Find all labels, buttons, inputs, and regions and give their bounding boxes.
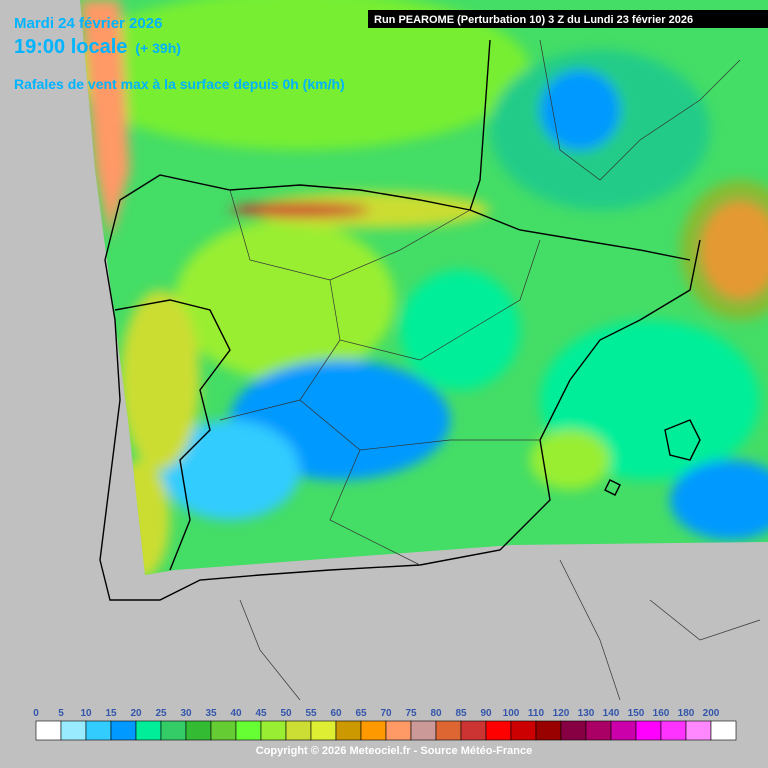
legend-label: 130 xyxy=(578,708,595,719)
borders xyxy=(99,39,701,601)
date: Mardi 24 février 2026 xyxy=(14,15,162,32)
legend-label: 160 xyxy=(653,708,670,719)
run-box xyxy=(368,10,768,28)
legend-label: 10 xyxy=(80,708,92,719)
run-info: Run PEAROME (Perturbation 10) 3 Z du Lun… xyxy=(374,14,693,26)
legend-label: 80 xyxy=(430,708,442,719)
legend-label: 200 xyxy=(703,708,720,719)
copyright: Copyright © 2026 Meteociel.fr - Source M… xyxy=(256,745,532,757)
legend-swatch xyxy=(660,720,687,741)
legend-swatch xyxy=(410,720,437,741)
legend-swatch xyxy=(460,720,487,741)
legend-label: 90 xyxy=(480,708,492,719)
legend-label: 25 xyxy=(155,708,167,719)
legend-swatch xyxy=(210,720,237,741)
legend-swatch xyxy=(310,720,337,741)
legend-swatch xyxy=(235,720,262,741)
legend-label: 150 xyxy=(628,708,645,719)
legend-swatch xyxy=(585,720,612,741)
legend-swatch xyxy=(185,720,212,741)
legend-label: 180 xyxy=(678,708,695,719)
legend-swatch xyxy=(435,720,462,741)
legend-swatch xyxy=(35,720,62,741)
legend-swatch xyxy=(710,720,737,741)
legend-label: 100 xyxy=(503,708,520,719)
legend-label: 15 xyxy=(105,708,117,719)
legend-label: 140 xyxy=(603,708,620,719)
legend-label: 5 xyxy=(58,708,64,719)
legend-label: 40 xyxy=(230,708,242,719)
legend-swatch xyxy=(635,720,662,741)
legend-swatch xyxy=(610,720,637,741)
legend-label: 110 xyxy=(528,708,545,719)
legend-swatch xyxy=(510,720,537,741)
regions xyxy=(219,39,761,701)
legend-label: 85 xyxy=(455,708,467,719)
legend-swatch xyxy=(335,720,362,741)
legend-label: 120 xyxy=(553,708,570,719)
legend-label: 20 xyxy=(130,708,142,719)
legend-swatch xyxy=(60,720,87,741)
legend-swatch xyxy=(85,720,112,741)
legend-swatch xyxy=(260,720,287,741)
time-value: 19:00 locale xyxy=(14,36,127,58)
legend-label: 60 xyxy=(330,708,342,719)
legend-swatch xyxy=(160,720,187,741)
legend: 0 5 10 15 20 25 30 35 40 45 50 55 60 65 70 75 80 85 90 100 1… xyxy=(33,708,737,741)
legend-swatch xyxy=(560,720,587,741)
legend-swatch xyxy=(485,720,512,741)
legend-label: 0 xyxy=(33,708,39,719)
time: 19:00 locale (+ 39h) xyxy=(14,36,181,58)
legend-swatch xyxy=(285,720,312,741)
lead: (+ 39h) xyxy=(135,40,181,56)
legend-label: 75 xyxy=(405,708,417,719)
legend-label: 70 xyxy=(380,708,392,719)
legend-swatch xyxy=(535,720,562,741)
legend-swatch xyxy=(135,720,162,741)
parameter: Rafales de vent max à la surface depuis … xyxy=(14,76,345,92)
legend-label: 30 xyxy=(180,708,192,719)
legend-swatch xyxy=(360,720,387,741)
legend-label: 45 xyxy=(255,708,267,719)
legend-label: 55 xyxy=(305,708,317,719)
legend-swatch xyxy=(110,720,137,741)
legend-swatch xyxy=(385,720,412,741)
legend-label: 65 xyxy=(355,708,367,719)
legend-swatch xyxy=(685,720,712,741)
legend-label: 50 xyxy=(280,708,292,719)
legend-label: 35 xyxy=(205,708,217,719)
